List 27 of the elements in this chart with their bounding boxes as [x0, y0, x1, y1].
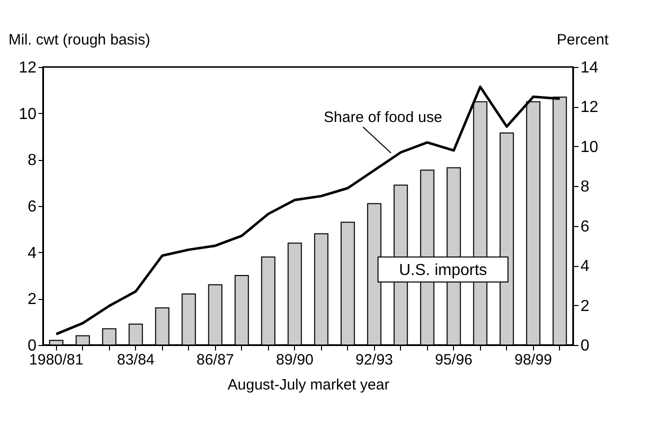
- y2-tick-label: 6: [580, 218, 590, 236]
- x-tick-label: 86/87: [196, 352, 234, 368]
- series-label: U.S. imports: [398, 262, 488, 279]
- y-tick-label: 10: [18, 106, 37, 123]
- y2-tick-label: 0: [580, 338, 590, 354]
- series-label: Share of food use: [324, 109, 442, 126]
- x-tick-label: 92/93: [355, 352, 394, 368]
- y-tick-label: 8: [28, 152, 37, 170]
- x-axis-title: August-July market year: [228, 376, 390, 394]
- x-tick-label: 1980/81: [29, 352, 84, 368]
- x-tick-label: 95/96: [434, 352, 473, 368]
- y2-axis-title: Percent: [556, 32, 610, 48]
- y2-tick-label: 12: [580, 99, 598, 116]
- y-tick-label: 4: [28, 244, 37, 262]
- y2-tick-label: 10: [580, 138, 598, 156]
- y-tick-label: 6: [28, 198, 37, 216]
- y-tick-label: 12: [18, 60, 37, 76]
- y2-tick-label: 14: [580, 60, 598, 76]
- y-axis-title: Mil. cwt (rough basis): [8, 32, 150, 48]
- y2-tick-label: 8: [580, 178, 590, 196]
- y2-tick-label: 2: [580, 298, 590, 315]
- y-tick-label: 2: [28, 291, 37, 308]
- x-tick-label: 83/84: [116, 352, 155, 368]
- x-tick-label: 89/90: [276, 352, 314, 368]
- y-tick-label: 0: [28, 338, 37, 354]
- y2-tick-label: 4: [580, 258, 590, 276]
- x-tick-label: 98/99: [514, 352, 552, 368]
